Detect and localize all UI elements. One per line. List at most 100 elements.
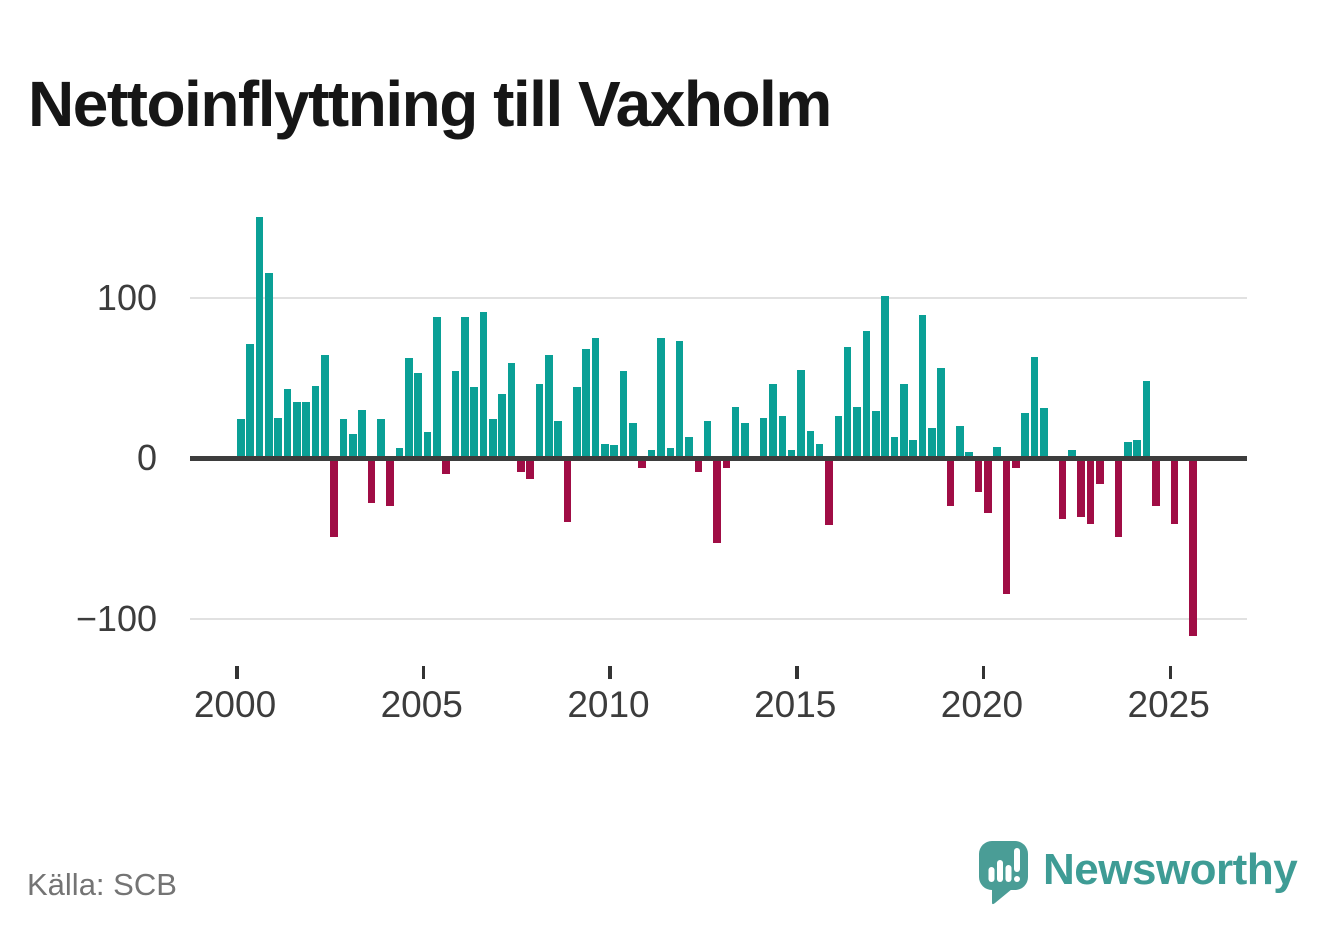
bar-2022q4 (1086, 458, 1095, 524)
bar-2015q2 (806, 430, 815, 458)
bar-2004q2 (395, 448, 404, 458)
bar-2024q3 (1152, 458, 1160, 507)
bar-2017q3 (890, 437, 899, 458)
newsworthy-branding: Newsworthy (978, 840, 1298, 906)
bar-2003q3 (367, 458, 376, 503)
bar-2019q4 (974, 458, 983, 492)
bar-2022q2 (1067, 449, 1076, 458)
bar-2008q1 (535, 384, 544, 458)
bar-2016q3 (853, 406, 861, 458)
bar-2010q2 (619, 371, 628, 458)
bar-2010q3 (629, 422, 637, 458)
bar-2019q1 (946, 458, 955, 507)
bar-2011q4 (675, 340, 684, 458)
bar-2021q1 (1021, 413, 1029, 458)
xtick-label-2020: 2020 (940, 684, 1024, 725)
bar-2019q3 (965, 451, 973, 458)
bar-2006q1 (461, 316, 469, 458)
bar-2002q3 (330, 458, 338, 537)
bar-2012q4 (713, 458, 721, 544)
bar-2009q2 (582, 348, 591, 458)
bar-2005q2 (433, 316, 441, 458)
bar-2016q1 (834, 416, 843, 458)
bar-2012q3 (703, 421, 712, 458)
bar-2017q2 (881, 295, 889, 458)
bar-2005q4 (451, 371, 460, 458)
bar-2022q3 (1077, 458, 1085, 518)
bar-2010q1 (610, 445, 619, 458)
xtick-mark-2000 (235, 666, 239, 679)
bar-2001q3 (293, 401, 301, 458)
bar-2014q3 (778, 416, 787, 458)
bar-2015q3 (815, 443, 824, 458)
bar-2018q1 (909, 440, 917, 458)
xtick-mark-2015 (795, 666, 799, 679)
bar-2000q4 (265, 273, 273, 458)
xtick-mark-2020 (981, 666, 986, 679)
xtick-label-2025: 2025 (1127, 684, 1210, 725)
newsworthy-logo-icon (979, 841, 1028, 905)
bar-2020q1 (983, 458, 992, 513)
bar-2023q4 (1124, 441, 1132, 458)
source-label: Källa: SCB (27, 867, 177, 902)
bar-2008q3 (554, 421, 563, 458)
bar-2016q4 (862, 331, 871, 458)
bar-2011q1 (647, 449, 656, 458)
ytick-label-0: 0 (136, 437, 157, 478)
bar-2003q4 (377, 419, 385, 458)
bar-2004q3 (405, 358, 413, 458)
bar-2008q4 (563, 458, 572, 523)
bar-2014q4 (787, 449, 796, 458)
bar-2010q4 (638, 458, 647, 468)
bar-2000q3 (255, 217, 264, 458)
bar-2013q3 (741, 422, 749, 458)
bar-2005q1 (423, 432, 432, 458)
bar-2007q4 (526, 458, 535, 479)
xtick-label-2010: 2010 (567, 684, 650, 725)
bar-2013q1 (722, 458, 731, 468)
bar-2012q1 (685, 437, 693, 458)
xtick-mark-2025 (1168, 666, 1173, 679)
bar-2023q3 (1114, 458, 1123, 537)
bar-2003q1 (349, 433, 357, 458)
bar-2020q2 (993, 446, 1001, 458)
xtick-label-2015: 2015 (754, 684, 837, 725)
bar-2018q4 (937, 368, 945, 458)
bar-2019q2 (955, 425, 964, 458)
bar-2022q1 (1058, 458, 1067, 519)
bar-2024q2 (1142, 380, 1151, 458)
bar-2002q2 (321, 355, 329, 458)
bar-2014q1 (759, 417, 768, 458)
bar-2006q4 (489, 419, 497, 458)
bar-2015q1 (797, 369, 805, 458)
bar-2003q2 (358, 409, 366, 458)
newsworthy-logo-text: Newsworthy (1043, 845, 1298, 894)
xtick-mark-2005 (421, 666, 426, 679)
xtick-mark-2010 (608, 666, 612, 679)
bar-2005q3 (442, 458, 450, 475)
bar-2011q2 (657, 337, 665, 458)
bar-2000q1 (237, 419, 245, 458)
xtick-label-2005: 2005 (380, 684, 463, 725)
page-title: Nettoinflyttning till Vaxholm (28, 67, 832, 140)
ytick-label-100: 100 (96, 276, 157, 318)
bar-2025q3 (1189, 458, 1197, 637)
bar-2013q2 (731, 406, 740, 458)
bar-2021q3 (1039, 408, 1048, 458)
bar-2001q2 (283, 388, 292, 458)
bar-2021q2 (1030, 356, 1039, 458)
bar-2001q4 (302, 401, 310, 458)
bar-2023q1 (1096, 458, 1104, 484)
bar-2001q1 (274, 417, 282, 458)
zero-axis-line (190, 455, 1247, 461)
gridline--100 (190, 617, 1247, 620)
bar-2025q1 (1170, 458, 1179, 524)
bar-2018q2 (918, 315, 927, 458)
bar-2015q4 (825, 458, 833, 526)
bar-2011q3 (666, 448, 675, 458)
bar-2009q4 (601, 443, 609, 458)
bar-2017q4 (899, 384, 908, 458)
bar-2000q2 (246, 344, 254, 458)
bar-2024q1 (1133, 440, 1141, 458)
bar-2008q2 (545, 355, 553, 458)
